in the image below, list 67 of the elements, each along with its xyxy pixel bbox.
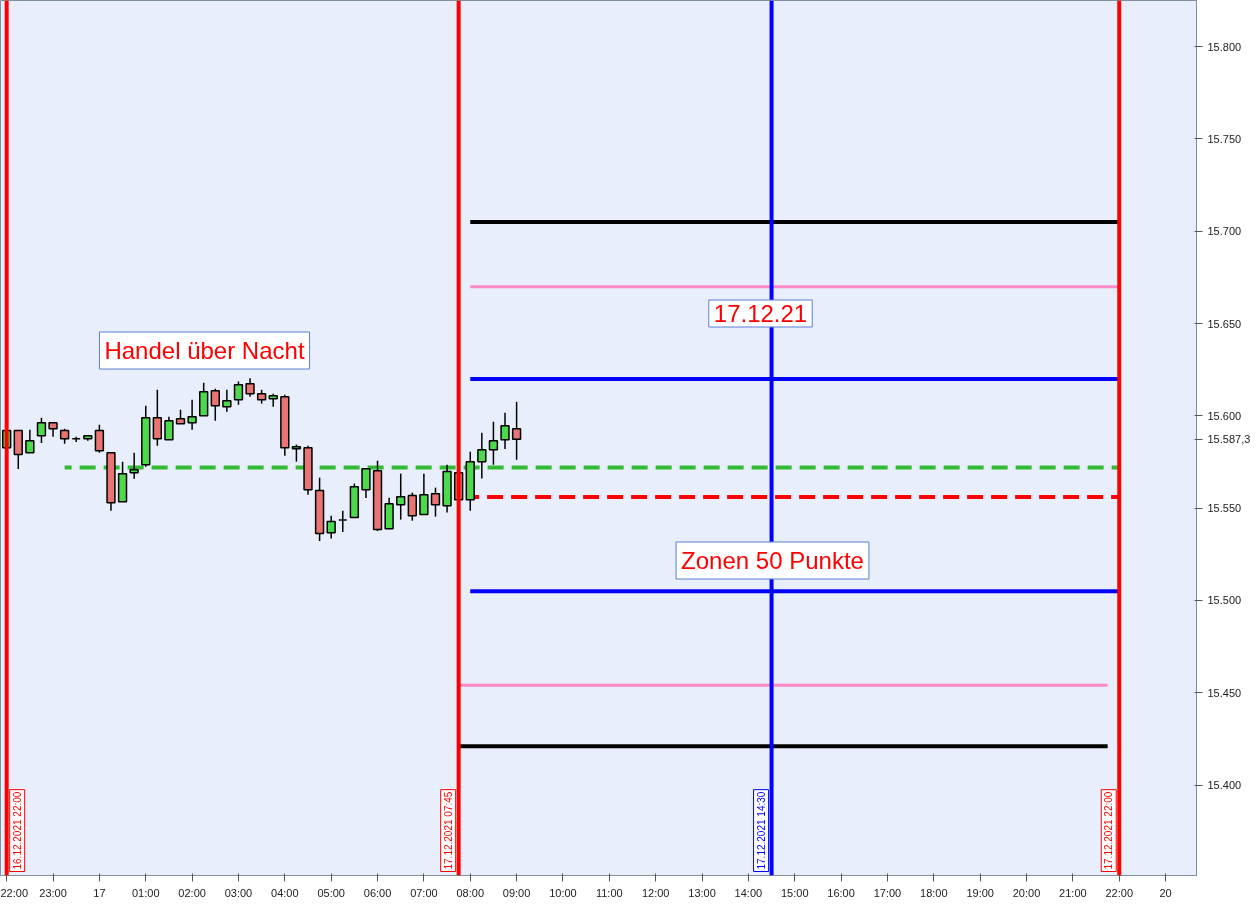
candlestick — [396, 472, 406, 521]
x-tick-label: 17 — [93, 886, 106, 899]
x-tick-label: 10:00 — [549, 886, 577, 899]
candlestick — [500, 411, 510, 450]
x-tick-label: 04:00 — [271, 886, 299, 899]
x-tick-label: 20 — [1159, 886, 1172, 899]
ref-line-label: 17.12.2021 07:45 — [442, 791, 454, 870]
y-tick-label: 15.750 — [1207, 132, 1242, 145]
candlestick — [419, 472, 429, 516]
x-tick-label: 13:00 — [688, 886, 716, 899]
y-tick-label: 15.700 — [1207, 225, 1242, 238]
y-tick-label: 15.600 — [1207, 409, 1242, 422]
x-tick-label: 23:00 — [39, 886, 67, 899]
y-tick-label: 15.500 — [1207, 594, 1242, 607]
annotation: 17.12.21 — [713, 300, 808, 327]
x-tick-label: 01:00 — [131, 886, 160, 899]
candlestick — [268, 392, 278, 408]
candlestick — [129, 452, 139, 480]
y-tick-label: 15.587,3 — [1207, 433, 1251, 446]
ref-line-label: 17.12.2021 22:00 — [1103, 791, 1115, 870]
ref-line-label: 16.12.2021 22:00 — [11, 791, 23, 870]
x-tick-label: 11:00 — [595, 886, 623, 899]
x-tick-label: 07:00 — [410, 886, 438, 899]
ref-line-label: 17.12.2021 14:30 — [755, 791, 767, 870]
x-tick-label: 17:00 — [873, 886, 902, 899]
candlestick — [25, 428, 35, 454]
candlestick — [187, 399, 197, 431]
candlestick — [488, 421, 499, 466]
candlestick — [245, 377, 255, 398]
candlestick — [477, 431, 487, 480]
candlestick — [164, 416, 174, 441]
candlestick — [361, 467, 371, 499]
x-tick-label: 14:00 — [734, 886, 763, 899]
y-tick-label: 15.800 — [1207, 40, 1242, 53]
candlestick — [233, 380, 244, 406]
x-tick-label: 18:00 — [920, 886, 948, 899]
candlestick — [210, 387, 220, 422]
y-tick-label: 15.650 — [1207, 317, 1242, 330]
candlestick — [511, 401, 522, 461]
x-tick-label: 21:00 — [1059, 886, 1087, 899]
candlestick — [326, 514, 336, 540]
candlestick — [430, 486, 441, 518]
x-tick-label: 08:00 — [456, 886, 485, 899]
candlestick — [36, 416, 47, 444]
x-tick-label: 22:00 — [1105, 886, 1134, 899]
candlestick — [222, 389, 232, 413]
x-tick-label: 05:00 — [317, 886, 345, 899]
annotation: Handel über Nacht — [104, 337, 305, 364]
annotation: Zonen 50 Punkte — [681, 547, 864, 574]
candlestick — [94, 423, 105, 454]
candlestick — [199, 382, 209, 417]
x-tick-label: 09:00 — [502, 886, 531, 899]
x-tick-label: 20:00 — [1012, 886, 1041, 899]
y-tick-label: 15.450 — [1207, 686, 1242, 699]
x-tick-label: 02:00 — [178, 886, 206, 899]
y-tick-label: 15.550 — [1207, 502, 1242, 515]
candlestick — [13, 429, 23, 470]
candlestick — [407, 491, 417, 522]
x-tick-label: 03:00 — [224, 886, 253, 899]
x-tick-label: 12:00 — [641, 886, 670, 899]
x-tick-label: 22:00 — [0, 886, 29, 899]
candlestick — [152, 389, 163, 447]
x-tick-label: 19:00 — [966, 886, 994, 899]
y-tick-label: 15.400 — [1207, 779, 1242, 792]
x-tick-label: 15:00 — [780, 886, 809, 899]
x-tick-label: 16:00 — [827, 886, 855, 899]
x-tick-label: 06:00 — [363, 886, 392, 899]
